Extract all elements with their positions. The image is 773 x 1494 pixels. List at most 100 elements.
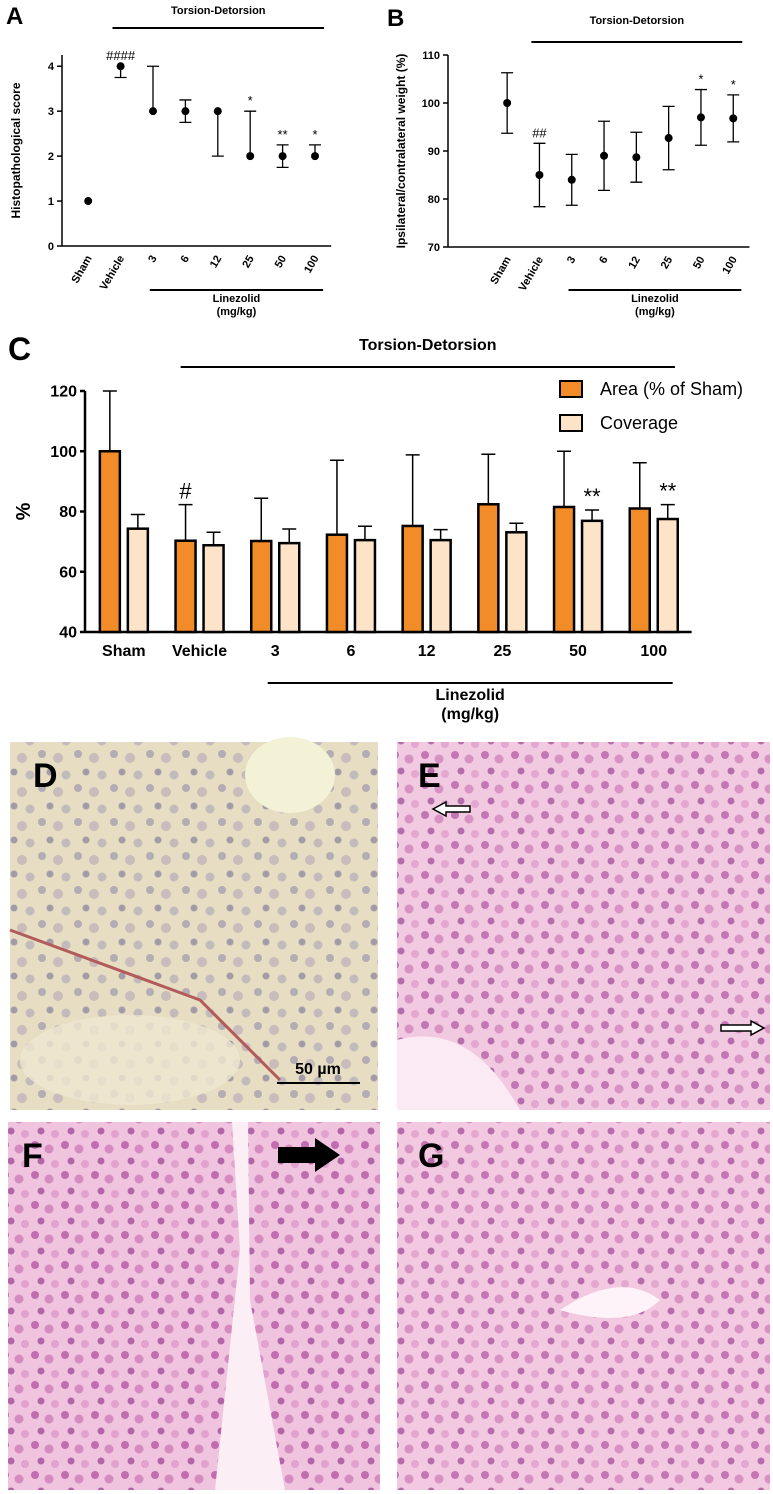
x-tick-label: 3 <box>565 255 578 266</box>
point <box>729 114 738 123</box>
point <box>535 171 544 179</box>
bar <box>353 538 377 634</box>
bar <box>325 533 349 634</box>
y-tick-label: 100 <box>50 444 77 461</box>
y-tick-label: 70 <box>428 242 440 254</box>
y-tick-label: 0 <box>48 241 54 253</box>
significance: ** <box>583 484 601 509</box>
x-tick-label: 25 <box>240 254 257 271</box>
point <box>600 151 609 160</box>
bar <box>477 503 500 634</box>
y-axis-label: Ipsilateral/contralateral weight (%) <box>394 54 408 249</box>
point <box>632 153 641 162</box>
x-tick-label: 50 <box>273 254 290 271</box>
significance: * <box>248 93 253 108</box>
legend-swatch <box>559 380 583 398</box>
y-tick-label: 100 <box>422 98 440 110</box>
scale-bar-label: 50 µm <box>295 1061 341 1078</box>
group-label: (mg/kg) <box>635 306 675 318</box>
x-tick-label: Sham <box>488 254 513 286</box>
significance: * <box>698 72 703 87</box>
group-title: Torsion-Detorsion <box>359 337 496 354</box>
group-label: Linezolid <box>631 293 679 305</box>
significance: ## <box>532 125 547 140</box>
point <box>696 113 705 122</box>
panel-label: B <box>387 5 404 32</box>
bar <box>656 517 679 634</box>
x-tick-label: 3 <box>146 254 159 265</box>
group-title: Torsion-Detorsion <box>590 15 685 27</box>
x-tick-label: Sham <box>102 643 146 660</box>
arrow <box>720 1019 766 1037</box>
x-tick-label: Vehicle <box>172 643 227 660</box>
y-tick-label: 40 <box>59 625 77 642</box>
point <box>84 197 93 206</box>
y-tick-label: 80 <box>428 194 440 206</box>
x-tick-label: 6 <box>346 643 355 660</box>
bar <box>401 524 424 634</box>
x-tick-label: 50 <box>691 255 708 272</box>
legend-swatch <box>559 414 583 432</box>
legend-label: Area (% of Sham) <box>600 379 743 399</box>
y-tick-label: 80 <box>59 504 77 521</box>
y-axis-label: % <box>13 502 35 520</box>
significance: ** <box>278 127 288 142</box>
error-bar <box>211 111 224 157</box>
point <box>116 62 125 71</box>
significance: # <box>179 479 192 504</box>
point <box>213 107 222 116</box>
x-tick-label: 12 <box>418 643 436 660</box>
error-bar <box>147 65 159 112</box>
bar <box>580 519 604 634</box>
significance: ** <box>659 479 677 504</box>
arrow <box>278 1138 340 1172</box>
bar <box>174 539 197 634</box>
x-tick-label: 100 <box>720 255 740 277</box>
y-tick-label: 110 <box>422 50 440 62</box>
panel-label: A <box>6 3 23 30</box>
x-tick-label: Vehicle <box>517 255 546 294</box>
group-label: (mg/kg) <box>441 706 499 723</box>
point <box>149 107 157 116</box>
panel-f <box>8 1122 380 1490</box>
panel-d <box>9 737 378 1110</box>
bar <box>628 507 651 634</box>
x-tick-label: 12 <box>208 254 225 271</box>
y-tick-label: 60 <box>59 564 77 581</box>
point <box>181 107 190 116</box>
point <box>567 175 576 184</box>
panel-label: C <box>8 331 31 367</box>
x-tick-label: 12 <box>626 255 643 272</box>
x-tick-label: 50 <box>569 643 587 660</box>
bar <box>505 531 528 634</box>
panel-e <box>397 742 770 1110</box>
group-label: Linezolid <box>436 687 505 704</box>
y-tick-label: 2 <box>48 151 54 163</box>
bar <box>552 505 576 634</box>
significance: * <box>731 77 736 92</box>
x-tick-label: 100 <box>640 643 667 660</box>
panel-label: E <box>418 757 441 795</box>
point <box>664 134 673 143</box>
x-tick-label: 25 <box>659 255 676 272</box>
significance: #### <box>106 48 136 63</box>
legend-label: Coverage <box>600 413 678 433</box>
chart: B 70 80 90 100 110 Ipsilateral/contralateral w… <box>387 5 750 318</box>
y-tick-label: 1 <box>48 196 54 208</box>
bar <box>429 538 452 634</box>
point <box>278 152 287 161</box>
bar <box>98 450 122 634</box>
x-tick-label: Sham <box>69 253 94 285</box>
bar <box>278 541 301 634</box>
x-tick-label: Vehicle <box>98 254 127 293</box>
error-bar <box>244 110 257 157</box>
point <box>311 152 319 161</box>
bar <box>126 527 150 634</box>
panel-g <box>397 1122 770 1490</box>
panel-label: D <box>33 757 58 795</box>
arrow <box>431 800 471 818</box>
point <box>246 152 255 161</box>
